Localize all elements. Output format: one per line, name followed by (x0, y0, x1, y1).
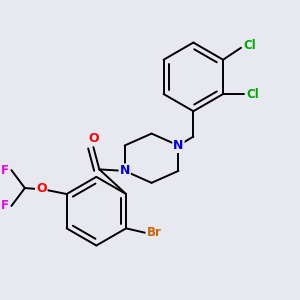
Text: Br: Br (146, 226, 161, 239)
Text: N: N (173, 139, 184, 152)
Text: O: O (36, 182, 46, 195)
Text: Cl: Cl (246, 88, 259, 100)
Text: Cl: Cl (243, 39, 256, 52)
Text: N: N (119, 164, 130, 177)
Text: F: F (1, 200, 9, 212)
Text: O: O (88, 132, 99, 145)
Text: F: F (1, 164, 9, 177)
